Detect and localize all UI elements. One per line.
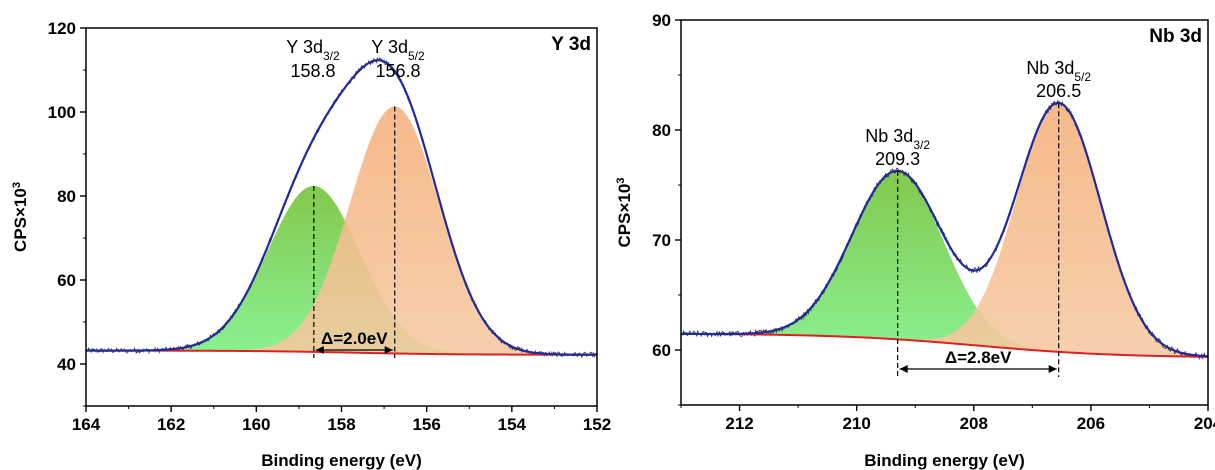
y3d-x-tick-label: 158	[327, 415, 355, 434]
nb3d-peak-3-2-position: 209.3	[875, 149, 920, 169]
y3d-peak-3-2-name: Y 3d3/2	[286, 37, 340, 63]
nb3d-y-tick-label: 80	[652, 121, 671, 140]
nb3d-peak-name-main: Nb 3d	[1026, 58, 1074, 78]
y3d-peak-name-main: Y 3d	[371, 37, 408, 57]
y3d-peak-name-main: Y 3d	[286, 37, 323, 57]
y3d-panel-label: Y 3d	[551, 34, 591, 55]
nb3d-y-tick-label: 60	[652, 341, 671, 360]
y3d-delta-arrowhead-right	[384, 346, 393, 354]
nb3d-delta-label: Δ=2.8eV	[945, 348, 1012, 367]
y3d-ticks: 164 162 160 158 156 154 152 40 60 80 100 120	[48, 19, 612, 434]
nb3d-peak-name-sub: 5/2	[1074, 70, 1091, 84]
nb3d-peak-name-sub: 3/2	[913, 138, 930, 152]
y3d-peak-name-sub: 3/2	[323, 49, 340, 63]
y3d-peak-5-2-fill	[86, 106, 597, 355]
y3d-background-line	[86, 349, 597, 356]
y3d-peak-5-2-name: Y 3d5/2	[371, 37, 425, 63]
y3d-plot-area	[86, 56, 597, 359]
y3d-delta-arrowhead-left	[315, 346, 324, 354]
nb3d-plot-frame	[680, 19, 1209, 406]
y3d-y-tick-label: 80	[57, 187, 76, 206]
nb3d-peak-name-main: Nb 3d	[865, 126, 913, 146]
y3d-x-tick-label: 154	[498, 415, 527, 434]
y3d-x-axis-title: Binding energy (eV)	[261, 451, 422, 470]
y3d-x-tick-label: 156	[412, 415, 440, 434]
y3d-peak-3-2-position: 158.8	[290, 61, 335, 81]
y3d-y-tick-label: 100	[48, 103, 76, 122]
nb3d-x-tick-label: 204	[1194, 414, 1215, 433]
nb3d-plot-area	[681, 99, 1208, 361]
y3d-x-tick-label: 162	[157, 415, 185, 434]
y3d-x-tick-label: 160	[242, 415, 270, 434]
nb3d-peak-5-2-position: 206.5	[1036, 81, 1081, 101]
y3d-delta-label: Δ=2.0eV	[321, 329, 388, 348]
nb3d-x-tick-label: 212	[725, 414, 753, 433]
nb3d-y-tick-label: 90	[652, 11, 671, 30]
nb3d-peak-5-2-fill	[681, 103, 1208, 357]
y3d-peak-5-2-position: 156.8	[375, 61, 420, 81]
nb3d-delta-arrowhead-left	[899, 365, 908, 373]
nb3d-envelope-fit	[681, 101, 1208, 358]
y3d-y-tick-label: 120	[48, 19, 76, 38]
nb3d-x-tick-label: 206	[1077, 414, 1105, 433]
nb3d-x-tick-label: 208	[960, 414, 988, 433]
y3d-y-tick-label: 60	[57, 271, 76, 290]
nb3d-delta-arrowhead-right	[1048, 365, 1057, 373]
nb3d-peak-3-2-fill	[681, 171, 1208, 357]
y3d-y-axis-title-exp: 3	[11, 182, 23, 188]
y3d-x-tick-label: 164	[72, 415, 101, 434]
nb3d-y-tick-label: 70	[652, 231, 671, 250]
y3d-y-axis-title-main: CPS×10	[11, 188, 30, 252]
nb3d-peak-5-2-name: Nb 3d5/2	[1026, 58, 1091, 84]
nb3d-x-axis-title: Binding energy (eV)	[864, 451, 1025, 470]
y3d-envelope-fit	[86, 59, 597, 356]
y3d-panel: 164 162 160 158 156 154 152 40 60 80 100 120 Y 3d B…	[11, 19, 611, 470]
y3d-x-tick-label: 152	[583, 415, 611, 434]
nb3d-y-axis-title-main: CPS×10	[615, 184, 634, 248]
nb3d-panel: 212 210 208 206 204 60 70 80 90 Nb 3d Binding en…	[615, 11, 1215, 470]
y3d-peak-name-sub: 5/2	[408, 49, 425, 63]
nb3d-ticks: 212 210 208 206 204 60 70 80 90	[652, 11, 1215, 433]
nb3d-background-line	[681, 332, 1208, 358]
nb3d-y-axis-title: CPS×103	[615, 178, 634, 248]
y3d-y-axis-title: CPS×103	[11, 182, 30, 252]
nb3d-y-axis-title-exp: 3	[615, 178, 627, 184]
nb3d-panel-label: Nb 3d	[1149, 26, 1202, 47]
nb3d-x-tick-label: 210	[842, 414, 870, 433]
y3d-y-tick-label: 40	[57, 355, 76, 374]
nb3d-peak-3-2-name: Nb 3d3/2	[865, 126, 930, 152]
